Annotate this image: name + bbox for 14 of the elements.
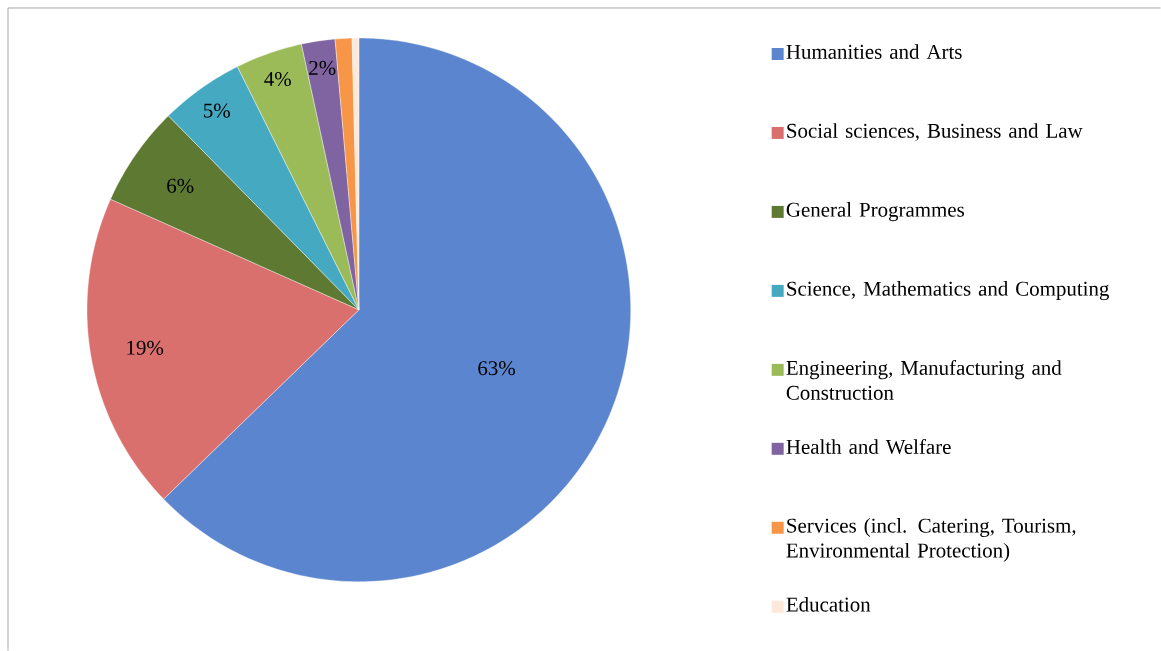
data-label: 4%: [264, 71, 291, 86]
data-label: 5%: [204, 103, 230, 118]
legend-label: Services (incl. Catering, Tourism, Environmental Protection): [786, 517, 1076, 562]
data-label: 19%: [127, 340, 164, 355]
legend-label: Social sciences, Business and Law: [787, 123, 1083, 141]
data-label: 63%: [478, 360, 516, 376]
legend-label: Education: [786, 596, 871, 612]
legend-label: Humanities and Arts: [786, 44, 962, 59]
data-label: 2%: [309, 60, 336, 75]
data-label: 6%: [167, 178, 194, 193]
legend-label: General Programmes: [786, 202, 964, 222]
legend-label: Health and Welfare: [786, 438, 951, 454]
legend-label: Engineering, Manufacturing and Construction: [786, 359, 1062, 400]
legend-label: Science, Mathematics and Computing: [787, 280, 1109, 300]
